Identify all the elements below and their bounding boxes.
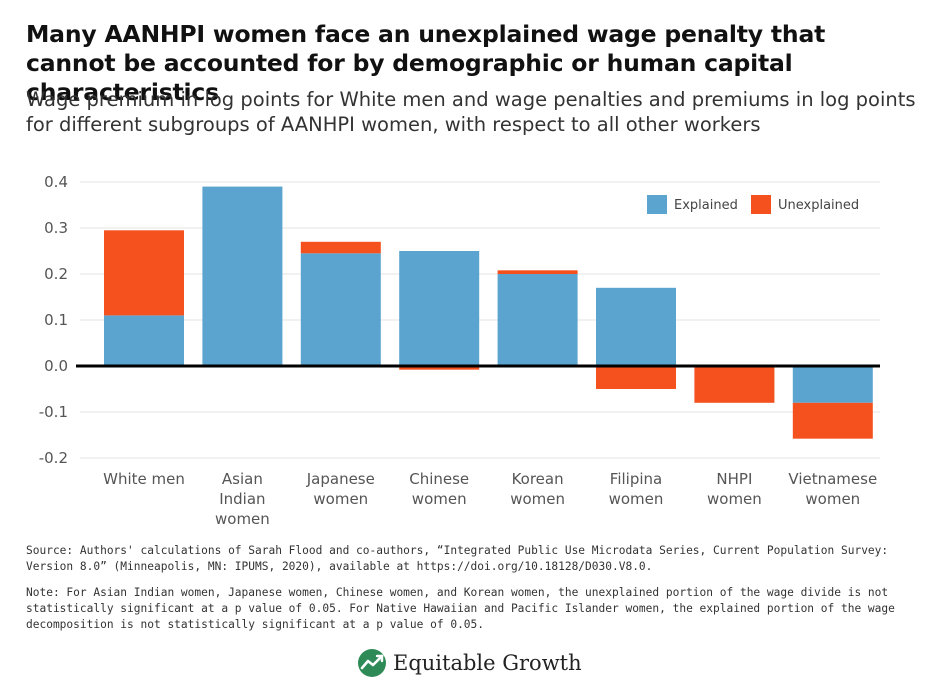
bar-explained [104, 315, 184, 366]
x-tick-label: White men [103, 470, 185, 488]
y-tick-label: 0.0 [44, 357, 68, 375]
y-tick-label: 0.2 [44, 265, 68, 283]
brand-logo: Equitable Growth [357, 648, 582, 678]
x-tick-label: Chinese [409, 470, 469, 488]
gridlines [80, 181, 880, 459]
y-tick-label: -0.2 [39, 449, 68, 467]
bar-unexplained [596, 366, 676, 389]
x-tick-label: Vietnamese [788, 470, 877, 488]
x-tick-label: Indian [219, 490, 265, 508]
bar-explained [596, 287, 676, 366]
bar-chart: 0.4 0.3 0.2 0.1 0.0 -0.1 -0.2 White men Asian In… [39, 173, 880, 528]
bar-explained [300, 253, 381, 366]
x-axis-labels: White men Asian Indian women Japanese women Ch… [103, 470, 877, 528]
bar-explained [497, 274, 578, 366]
x-tick-label: women [707, 490, 762, 508]
legend-swatch-explained [647, 195, 667, 214]
equitable-growth-logo-icon [358, 649, 386, 677]
legend-label-unexplained: Unexplained [778, 198, 859, 213]
x-tick-label: women [805, 490, 860, 508]
source-note: Source: Authors' calculations of Sarah F… [26, 544, 889, 573]
legend-swatch-unexplained [751, 195, 771, 214]
bar-unexplained [399, 366, 480, 370]
brand-name: Equitable Growth [393, 651, 582, 675]
bar-unexplained [300, 241, 381, 254]
y-axis-ticks: 0.4 0.3 0.2 0.1 0.0 -0.1 -0.2 [39, 173, 68, 467]
legend: Explained Unexplained [647, 195, 859, 214]
y-tick-label: 0.3 [44, 219, 68, 237]
bar-explained [399, 251, 480, 366]
x-tick-label: Asian [222, 470, 263, 488]
bar-unexplained [792, 402, 873, 439]
bar-explained [202, 186, 283, 366]
bars [104, 186, 873, 439]
y-tick-label: 0.4 [44, 173, 68, 191]
x-tick-label: women [510, 490, 565, 508]
bar-unexplained [694, 366, 775, 403]
y-tick-label: 0.1 [44, 311, 68, 329]
x-tick-label: Japanese [306, 470, 375, 488]
chart-subtitle: Wage premium in log points for White men… [26, 88, 916, 136]
bar-unexplained [497, 270, 578, 274]
x-tick-label: women [313, 490, 368, 508]
x-tick-label: Korean [512, 470, 564, 488]
x-tick-label: NHPI [716, 470, 752, 488]
x-tick-label: Filipina [610, 470, 662, 488]
y-tick-label: -0.1 [39, 403, 68, 421]
x-tick-label: women [215, 510, 270, 528]
chart-title: Many AANHPI women face an unexplained wa… [26, 20, 826, 106]
bar-unexplained [104, 230, 184, 316]
footnote: Note: For Asian Indian women, Japanese w… [26, 586, 895, 631]
x-tick-label: women [412, 490, 467, 508]
legend-label-explained: Explained [674, 198, 738, 213]
x-tick-label: women [609, 490, 664, 508]
bar-explained [792, 366, 873, 403]
